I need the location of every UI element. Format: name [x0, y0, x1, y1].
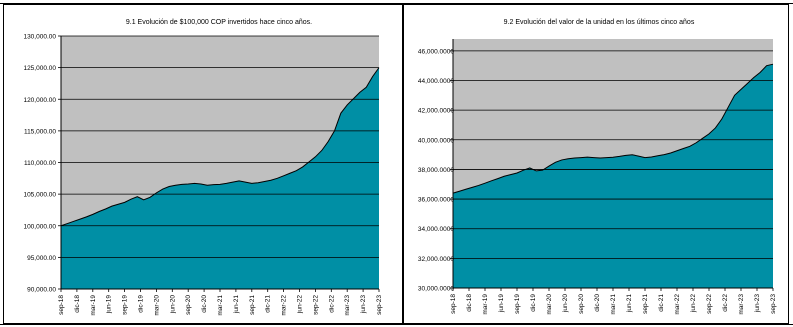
chart-2-title: 9.2 Evolución del valor de la unidad en …: [504, 19, 695, 26]
chart-2-x-tick-label: sep-18: [450, 294, 457, 314]
chart-1-x-tick-label: sep-18: [58, 295, 65, 315]
chart-1-x-tick-label: sep-20: [185, 295, 192, 315]
chart-2-x-tick-label: jun-20: [562, 294, 569, 313]
chart-1-x-tick-label: jun-21: [233, 295, 240, 314]
chart-1-x-tick-label: sep-22: [312, 295, 319, 315]
chart-1-x-tick-label: dic-21: [265, 295, 272, 313]
chart-1-y-tick-label: 95,000.00: [27, 255, 56, 262]
chart-1-y-tick-label: 125,000.00: [23, 65, 56, 72]
chart-1-x-tick-label: jun-23: [360, 295, 367, 314]
chart-2-x-tick-label: dic-18: [466, 294, 473, 312]
chart-1-x-tick-label: dic-19: [138, 295, 145, 313]
chart-2-y-tick-label: 42,000.0000: [418, 108, 455, 115]
chart-1-y-tick-label: 100,000.00: [23, 223, 56, 230]
chart-2-svg: 9.2 Evolución del valor de la unidad en …: [404, 5, 790, 325]
chart-1-x-tick-label: dic-20: [201, 295, 208, 313]
chart-1-x-tick-label: dic-18: [74, 295, 81, 313]
chart-1-svg: 9.1 Evolución de $100,000 COP invertidos…: [4, 5, 404, 325]
chart-2-x-tick-label: sep-23: [770, 294, 777, 314]
chart-2-x-tick-label: dic-20: [594, 294, 601, 312]
chart-2-x-tick-label: sep-19: [514, 294, 521, 314]
chart-2-y-tick-label: 32,000.0000: [418, 256, 455, 263]
chart-2-y-tick-label: 46,000.0000: [418, 48, 455, 55]
chart-1-y-tick-label: 130,000.00: [23, 34, 56, 41]
chart-1-x-tick-label: mar-22: [281, 295, 288, 316]
chart-1-x-tick-label: mar-19: [90, 295, 97, 316]
chart-2-x-tick-label: mar-19: [482, 294, 489, 315]
chart-1-x-tick-label: dic-22: [328, 295, 335, 313]
chart-1-y-tick-label: 90,000.00: [27, 287, 56, 294]
chart-1-x-tick-label: mar-20: [153, 295, 160, 316]
chart-2-y-tick-label: 40,000.0000: [418, 137, 455, 144]
chart-1-x-tick-label: jun-22: [297, 295, 304, 314]
chart-2-y-tick-label: 38,000.0000: [418, 167, 455, 174]
chart-1-title: 9.1 Evolución de $100,000 COP invertidos…: [126, 19, 312, 26]
chart-2-x-tick-label: jun-22: [690, 294, 697, 313]
chart-1-x-tick-label: mar-21: [217, 295, 224, 316]
chart-panel-2: 9.2 Evolución del valor de la unidad en …: [403, 4, 789, 324]
chart-1-x-tick-label: jun-19: [106, 295, 113, 314]
chart-1-y-tick-label: 120,000.00: [23, 97, 56, 104]
chart-1-y-tick-label: 105,000.00: [23, 192, 56, 199]
chart-2-x-tick-label: mar-23: [738, 294, 745, 315]
chart-2-x-tick-label: dic-22: [722, 294, 729, 312]
chart-1-x-tick-label: jun-20: [169, 295, 176, 314]
chart-2-x-tick-label: dic-21: [658, 294, 665, 312]
chart-2-y-tick-label: 30,000.0000: [418, 286, 455, 293]
chart-2-x-tick-label: jun-21: [626, 294, 633, 313]
chart-2-y-tick-label: 36,000.0000: [418, 197, 455, 204]
chart-panel-1: 9.1 Evolución de $100,000 COP invertidos…: [3, 4, 403, 324]
chart-2-x-tick-label: mar-20: [546, 294, 553, 315]
chart-1-x-tick-label: sep-21: [249, 295, 256, 315]
chart-1-x-tick-label: sep-23: [376, 295, 383, 315]
chart-1-x-tick-label: sep-19: [122, 295, 129, 315]
chart-2-x-tick-label: sep-21: [642, 294, 649, 314]
chart-1-y-tick-label: 115,000.00: [24, 128, 56, 135]
chart-2-y-tick-label: 44,000.0000: [418, 78, 455, 85]
chart-2-x-tick-label: jun-23: [754, 294, 761, 313]
chart-1-y-tick-label: 110,000.00: [24, 160, 56, 167]
chart-2-x-tick-label: mar-21: [610, 294, 617, 315]
chart-2-x-tick-label: dic-19: [530, 294, 537, 312]
chart-2-x-tick-label: sep-22: [706, 294, 713, 314]
chart-2-y-tick-label: 34,000.0000: [418, 226, 455, 233]
chart-2-x-tick-label: mar-22: [674, 294, 681, 315]
chart-1-x-tick-label: mar-23: [344, 295, 351, 316]
chart-2-x-tick-label: sep-20: [578, 294, 585, 314]
chart-2-x-tick-label: jun-19: [498, 294, 505, 313]
frame-bottom-border: [0, 324, 793, 325]
